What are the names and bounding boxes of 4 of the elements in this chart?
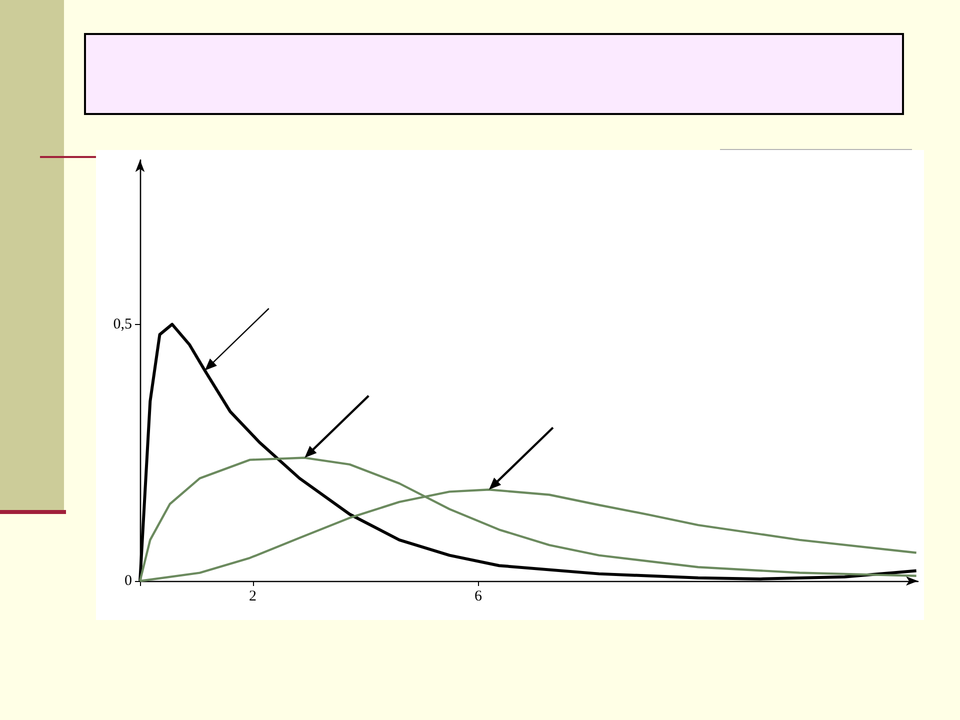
x-tick-label: 2 (249, 588, 257, 604)
y-tick-label: 0,5 (113, 316, 132, 332)
y-tick-label: 0 (124, 573, 132, 589)
x-tick-label: 6 (474, 588, 483, 604)
